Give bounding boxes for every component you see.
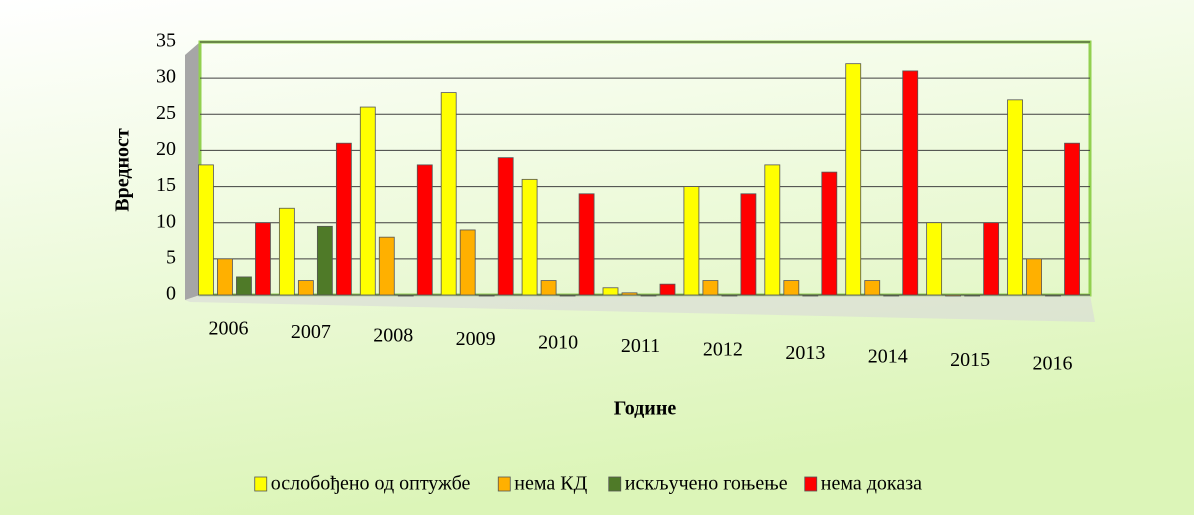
bar — [1045, 294, 1061, 297]
bar — [478, 294, 495, 297]
bar — [297, 280, 314, 296]
bar — [926, 222, 943, 296]
y-tick-label: 10 — [156, 210, 176, 232]
x-tick-label: 2010 — [538, 332, 578, 354]
bar — [983, 222, 1000, 296]
bar — [335, 142, 352, 296]
floor — [185, 295, 1095, 322]
bar — [702, 280, 719, 296]
x-tick-label: 2007 — [291, 321, 331, 343]
x-tick-label: 2011 — [621, 335, 660, 357]
x-tick-label: 2013 — [785, 342, 825, 364]
bar — [521, 178, 538, 296]
bar — [864, 280, 881, 296]
legend-label: искључено гоњење — [625, 473, 788, 495]
bar — [440, 92, 457, 296]
x-tick-label: 2006 — [208, 318, 248, 340]
bar — [316, 225, 333, 296]
legend-marker — [497, 476, 511, 492]
bar — [217, 258, 233, 296]
bar — [764, 164, 781, 296]
x-tick-label: 2016 — [1033, 353, 1073, 375]
bar — [683, 186, 700, 296]
x-tick-label: 2014 — [868, 346, 908, 368]
legend-marker — [804, 476, 818, 492]
x-tick-label: 2012 — [703, 339, 743, 361]
y-tick-label: 0 — [166, 283, 176, 305]
bar — [540, 280, 557, 296]
x-axis-label: Године — [614, 398, 677, 420]
bar — [198, 164, 214, 296]
x-tick-label: 2008 — [373, 325, 413, 347]
y-axis-label: Вредност — [112, 128, 134, 212]
legend-label: нема доказа — [821, 473, 922, 495]
bar — [497, 157, 514, 296]
y-tick-label: 30 — [156, 66, 176, 88]
bar — [802, 294, 819, 297]
bar — [1007, 99, 1023, 296]
bar — [783, 280, 800, 296]
x-tick-label: 2015 — [950, 349, 990, 371]
bar — [578, 193, 595, 296]
bar — [640, 294, 657, 297]
bar — [945, 294, 962, 297]
y-tick-label: 15 — [156, 174, 176, 196]
bar — [397, 294, 414, 297]
legend-label: нема КД — [514, 473, 587, 495]
bar — [559, 294, 576, 297]
bar — [359, 106, 376, 296]
y-tick-label: 20 — [156, 138, 176, 160]
y-tick-label: 25 — [156, 102, 176, 124]
legend-label: ослобођено од оптужбе — [271, 473, 471, 495]
bar — [721, 294, 738, 297]
bar — [1064, 142, 1080, 296]
bar — [964, 294, 981, 297]
bar — [883, 294, 900, 297]
bar — [255, 222, 271, 296]
bar — [1026, 258, 1042, 296]
bar — [278, 207, 295, 296]
bar — [902, 70, 919, 296]
bar — [659, 283, 676, 296]
side-wall — [185, 42, 200, 300]
bar — [602, 287, 619, 296]
bar — [621, 292, 638, 296]
bar — [740, 193, 757, 296]
y-tick-label: 5 — [166, 246, 176, 268]
y-tick-label: 35 — [156, 30, 176, 52]
bar — [821, 171, 838, 296]
legend-marker — [608, 476, 622, 492]
bar — [378, 236, 395, 296]
bar — [236, 276, 252, 296]
bar — [416, 164, 433, 296]
x-tick-label: 2009 — [456, 328, 496, 350]
bar — [459, 229, 476, 296]
legend-marker — [254, 476, 268, 492]
bar — [845, 63, 862, 296]
